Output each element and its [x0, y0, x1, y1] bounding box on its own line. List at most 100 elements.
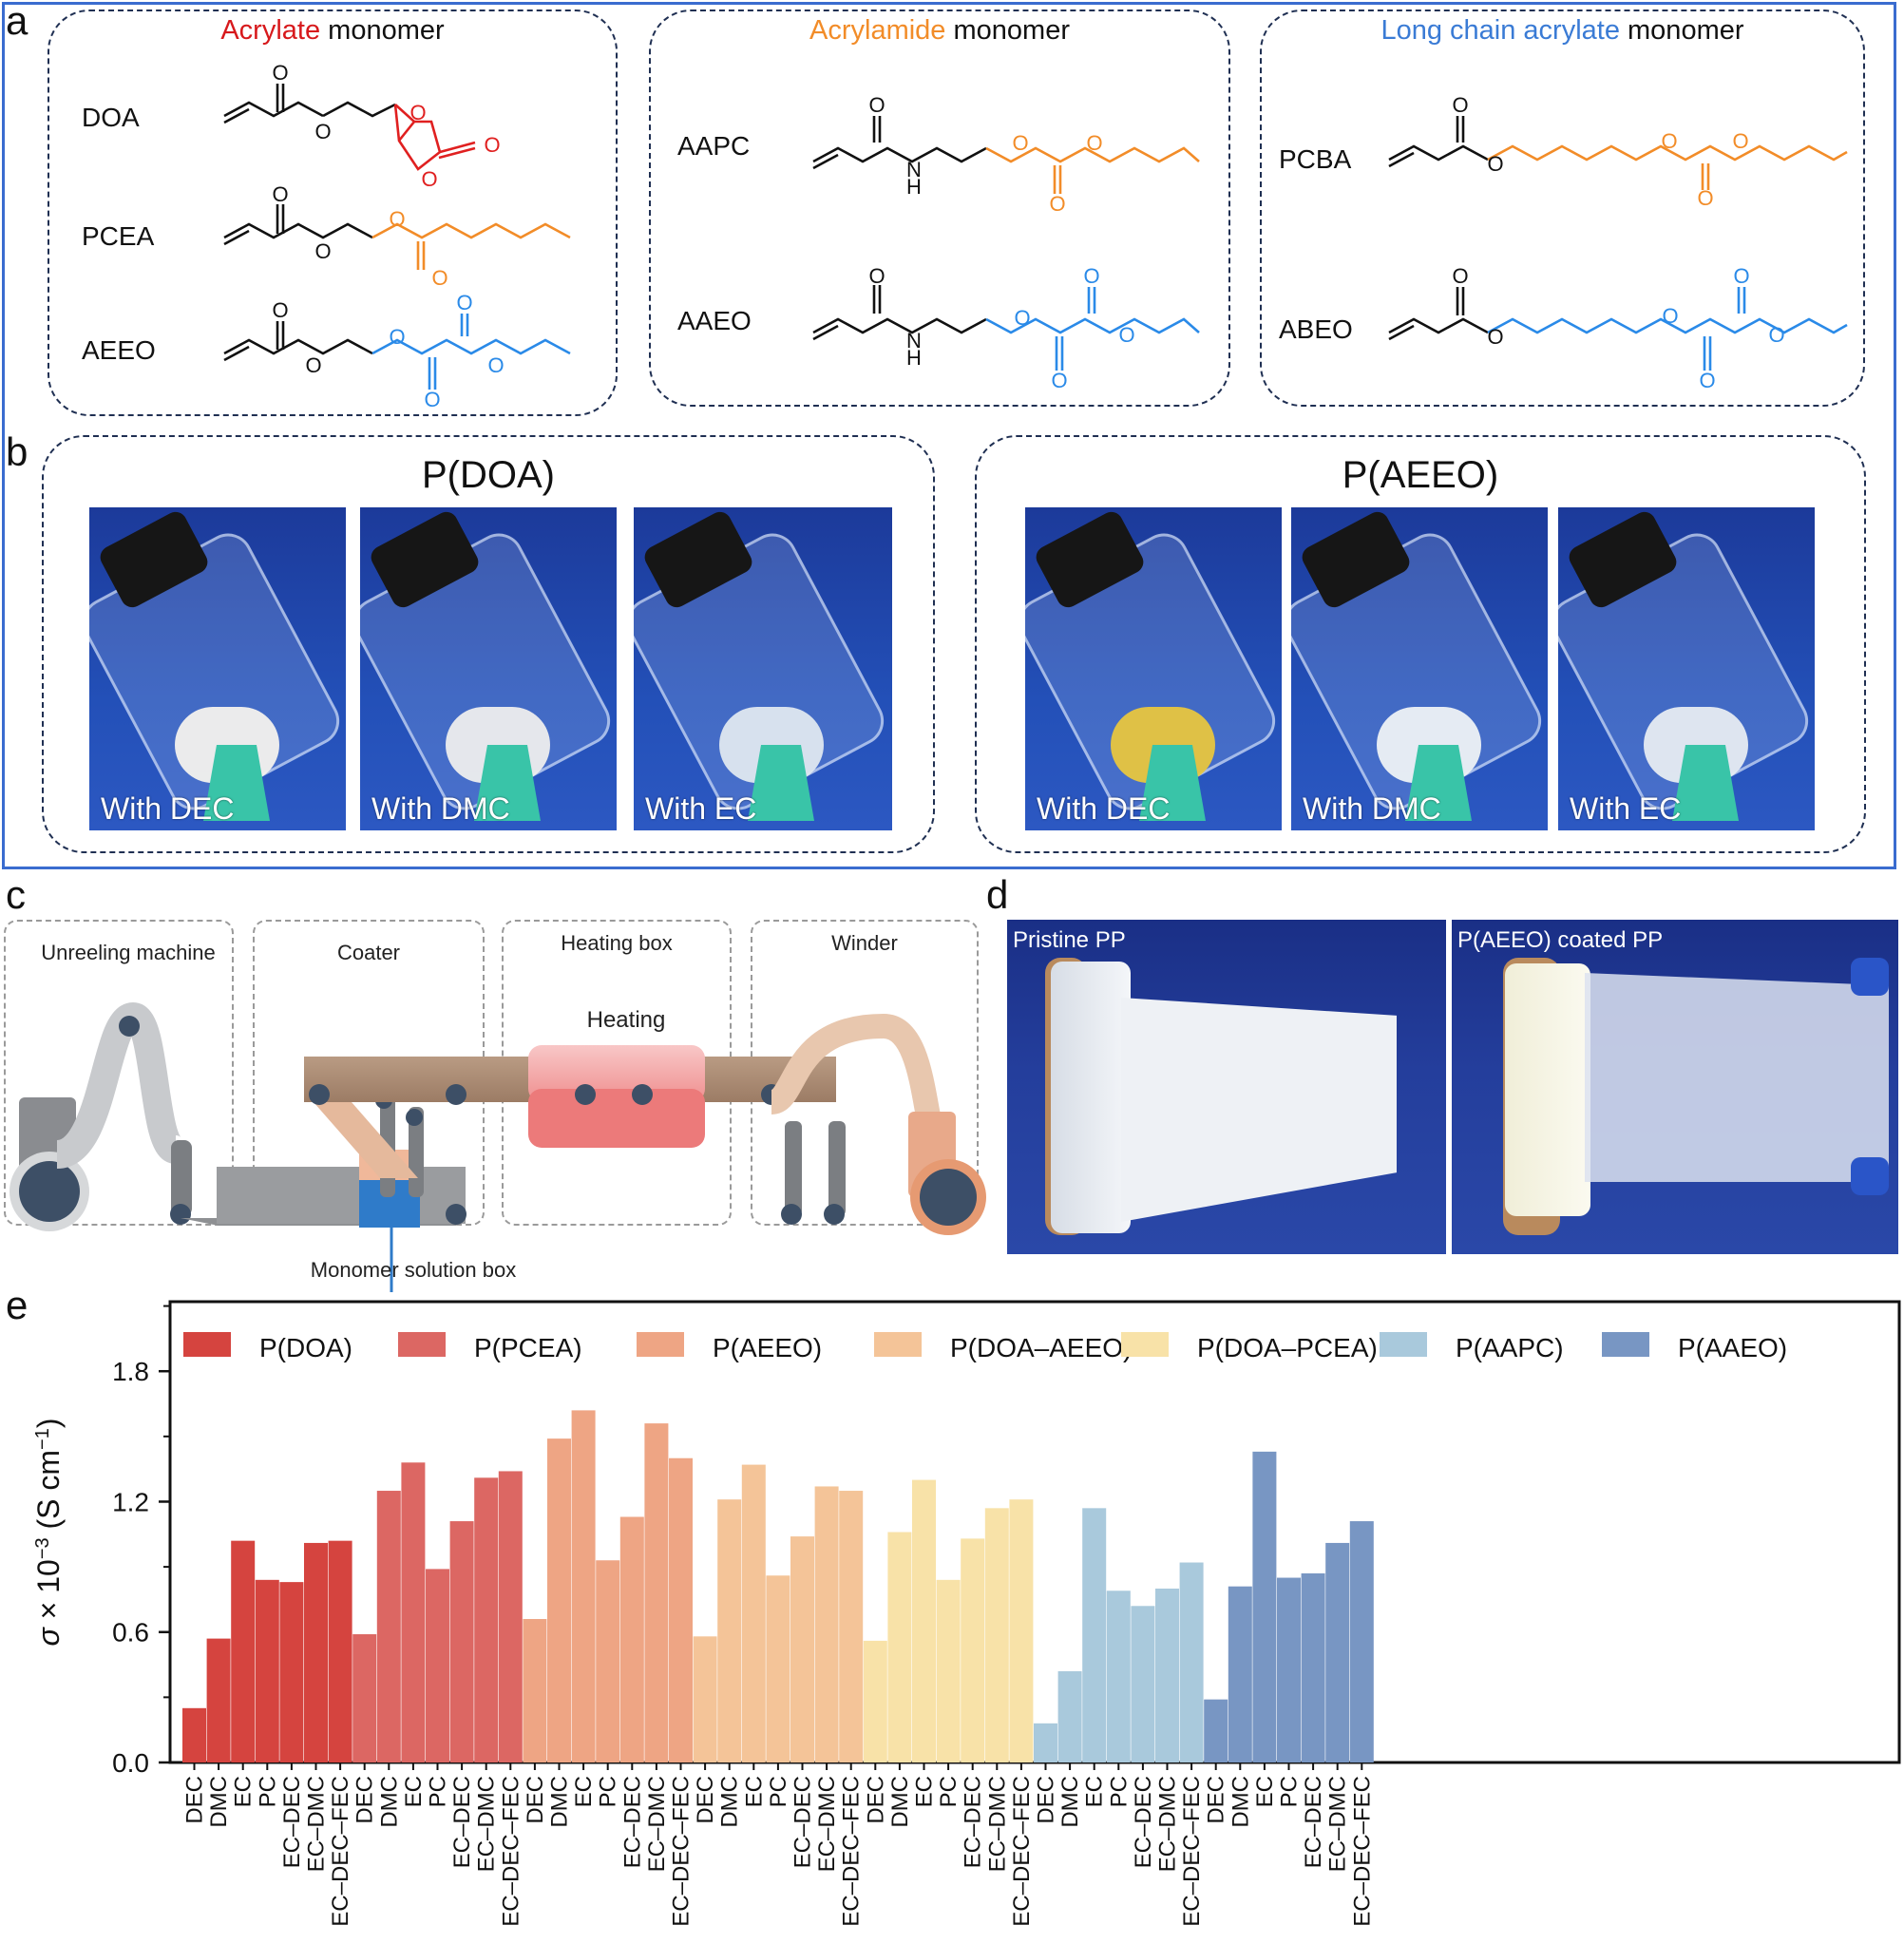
bar [596, 1560, 620, 1762]
x-tick-label: EC [1082, 1776, 1108, 1807]
legend-swatch [183, 1332, 231, 1357]
bar [1034, 1723, 1057, 1762]
x-tick-label: EC–DMC [1325, 1776, 1351, 1872]
bar [304, 1542, 328, 1762]
x-tick-label: EC–DEC–FEC [1009, 1776, 1035, 1927]
monomer-abbr-abeo: ABEO [1279, 314, 1353, 344]
x-tick-label: DEC [1204, 1776, 1229, 1824]
x-tick-label: EC [231, 1776, 257, 1807]
atom-label: O [1452, 264, 1468, 288]
x-tick-label: DMC [717, 1776, 743, 1828]
x-tick-label: EC [1252, 1776, 1278, 1807]
atom-label: N [906, 158, 922, 181]
bar [401, 1462, 426, 1762]
atom-label: O [456, 291, 472, 314]
paeeo-vial-photo: With DEC [1025, 507, 1282, 830]
paeeo-vial-photo: With DMC [1291, 507, 1548, 830]
atom-label: O [1662, 304, 1678, 328]
y-tick-label: 0.6 [112, 1618, 149, 1648]
long-chain-monomer-box [1260, 10, 1865, 407]
legend-swatch [1380, 1332, 1427, 1357]
pdoa-vial-photo: With DEC [89, 507, 346, 830]
atom-label: O [1768, 323, 1784, 347]
paeeo-coated-pp-photo: P(AEEO) coated PP [1452, 920, 1898, 1254]
x-tick-label: EC–DEC–FEC [1349, 1776, 1375, 1927]
panel-d-label: d [986, 872, 1009, 917]
vial-caption: With EC [1570, 791, 1682, 826]
paeeo-vial-photo: With EC [1558, 507, 1815, 830]
x-tick-label: DEC [693, 1776, 718, 1824]
atom-label: O [1083, 264, 1099, 288]
bar [376, 1491, 401, 1762]
x-tick-label: EC–DEC–FEC [669, 1776, 695, 1927]
bar [1277, 1577, 1301, 1762]
atom-label: O [484, 133, 500, 157]
atom-label: O [1699, 369, 1715, 392]
x-tick-label: EC–DMC [644, 1776, 670, 1872]
x-tick-label: EC–DEC–FEC [498, 1776, 524, 1927]
legend-label: P(DOA–AEEO) [950, 1333, 1132, 1362]
structure-aapc [812, 116, 1200, 194]
bar [839, 1491, 864, 1762]
legend-label: P(AEEO) [713, 1333, 822, 1362]
bar [255, 1579, 279, 1762]
bar [1179, 1562, 1204, 1762]
bar [1131, 1606, 1155, 1762]
bar [1009, 1499, 1034, 1762]
x-tick-label: DMC [547, 1776, 573, 1828]
panel-c-label: c [6, 872, 26, 917]
x-tick-label: DEC [863, 1776, 888, 1824]
chemical-structures: O O O O O O O O O O O O O O O O N H O O … [223, 61, 1848, 411]
pdoa-vial-photo: With DMC [360, 507, 617, 830]
legend-label: P(DOA–PCEA) [1197, 1333, 1378, 1362]
x-tick-label: EC–DEC [1131, 1776, 1156, 1868]
x-tick-label: PC [936, 1776, 962, 1807]
structure-aaeo [812, 285, 1200, 371]
structure-abeo [1388, 287, 1848, 371]
pdoa-vial-photo: With EC [634, 507, 892, 830]
atom-label: O [1051, 369, 1067, 392]
x-tick-label: PC [255, 1776, 280, 1807]
atom-label: O [431, 266, 447, 290]
panel-e-label: e [6, 1283, 29, 1327]
atom-label: O [409, 101, 426, 124]
panel-a-label: a [6, 0, 29, 43]
legend-swatch [874, 1332, 922, 1357]
bar [474, 1477, 499, 1762]
bar [1252, 1451, 1277, 1762]
atom-label: O [1086, 131, 1102, 155]
atom-label: O [305, 353, 321, 377]
y-tick-label: 0.0 [112, 1748, 149, 1778]
monomer-solution-box-label: Monomer solution box [310, 1258, 517, 1282]
atom-label: O [1452, 93, 1468, 117]
bar [814, 1486, 839, 1762]
bar [887, 1532, 912, 1762]
x-tick-label: DMC [1057, 1776, 1083, 1828]
paeeo-coated-pp-caption: P(AEEO) coated PP [1457, 927, 1664, 953]
atom-label: O [1487, 325, 1503, 349]
pdoa-photo-box [42, 435, 935, 853]
heating-label: Heating [586, 1007, 666, 1033]
y-tick-label: 1.8 [112, 1357, 149, 1386]
y-axis-label: σ × 10−3 (S cm−1) [31, 1418, 66, 1646]
atom-label: H [906, 175, 922, 199]
atom-label: O [1049, 192, 1065, 216]
bar [449, 1521, 474, 1762]
bar [1228, 1586, 1252, 1762]
pristine-pp-caption: Pristine PP [1013, 927, 1126, 953]
bar [912, 1479, 936, 1762]
x-tick-label: EC–DMC [984, 1776, 1010, 1872]
acrylamide-monomer-box [649, 10, 1230, 407]
legend-swatch [637, 1332, 684, 1357]
monomer-abbr-aapc: AAPC [677, 131, 751, 161]
x-tick-label: EC–DEC [790, 1776, 816, 1868]
pdoa-title: P(DOA) [422, 454, 555, 496]
bar [182, 1707, 206, 1762]
monomer-abbr-aeeo: AEEO [82, 335, 156, 365]
atom-label: O [1732, 129, 1748, 153]
x-tick-label: EC–DMC [814, 1776, 840, 1872]
bar [498, 1471, 523, 1762]
x-tick-label: DMC [206, 1776, 232, 1828]
atom-label: O [272, 182, 288, 206]
bar [669, 1457, 693, 1762]
